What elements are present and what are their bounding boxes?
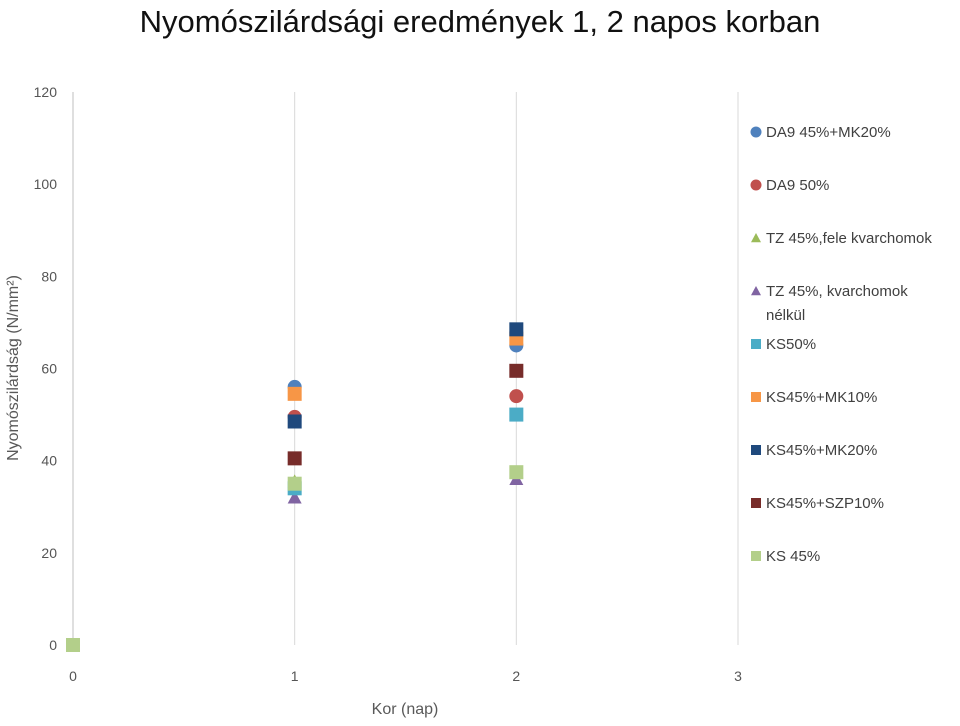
x-tick-label: 1 bbox=[291, 668, 299, 684]
legend-marker bbox=[751, 286, 761, 296]
legend-marker bbox=[751, 233, 761, 243]
legend-marker bbox=[750, 179, 762, 191]
legend-item: KS 45% bbox=[751, 548, 820, 565]
legend-item: KS45%+SZP10% bbox=[751, 495, 884, 512]
y-tick-label: 20 bbox=[41, 545, 57, 561]
legend-label: TZ 45%, kvarchomok nélkül bbox=[766, 283, 908, 324]
legend-item: TZ 45%,fele kvarchomok bbox=[751, 230, 932, 247]
x-tick-label: 2 bbox=[512, 668, 520, 684]
legend-label: KS50% bbox=[766, 336, 816, 353]
legend-marker bbox=[751, 339, 761, 349]
legend-item: DA9 50% bbox=[750, 177, 829, 194]
data-point bbox=[287, 386, 302, 401]
legend-label: KS45%+MK10% bbox=[766, 389, 877, 406]
y-axis-title: Nyomószilárdság (N/mm²) bbox=[5, 275, 22, 461]
legend-item: KS45%+MK10% bbox=[751, 389, 877, 406]
data-point bbox=[509, 363, 524, 378]
y-tick-label: 80 bbox=[41, 268, 57, 284]
legend-label: KS45%+SZP10% bbox=[766, 495, 884, 512]
legend-marker bbox=[750, 126, 762, 138]
legend-label: KS45%+MK20% bbox=[766, 442, 877, 459]
legend-marker bbox=[751, 392, 761, 402]
legend-label: DA9 50% bbox=[766, 177, 829, 194]
y-tick-label: 100 bbox=[34, 176, 58, 192]
legend-item: TZ 45%, kvarchomok nélkül bbox=[751, 283, 908, 324]
data-point bbox=[287, 490, 302, 504]
x-tick-label: 0 bbox=[69, 668, 77, 684]
tick-labels: 0 1 2 3 0 20 40 60 80 100 120 bbox=[34, 84, 742, 684]
legend-label: KS 45% bbox=[766, 548, 820, 565]
y-tick-label: 120 bbox=[34, 84, 58, 100]
data-point bbox=[509, 465, 524, 480]
data-point bbox=[66, 638, 80, 652]
data-point bbox=[509, 389, 524, 404]
y-tick-label: 60 bbox=[41, 361, 57, 377]
data-point bbox=[287, 414, 302, 429]
x-axis-title: Kor (nap) bbox=[372, 701, 439, 718]
legend-item: KS50% bbox=[751, 336, 816, 353]
y-tick-label: 0 bbox=[49, 637, 57, 653]
legend-marker bbox=[751, 551, 761, 561]
y-tick-label: 40 bbox=[41, 453, 57, 469]
chart-title: Nyomószilárdsági eredmények 1, 2 napos k… bbox=[139, 4, 821, 39]
data-point bbox=[287, 476, 302, 491]
legend-item: KS45%+MK20% bbox=[751, 442, 877, 459]
data-points bbox=[66, 322, 524, 652]
data-point bbox=[509, 407, 524, 422]
data-point bbox=[509, 322, 524, 337]
legend-item: DA9 45%+MK20% bbox=[750, 124, 891, 141]
legend-label: TZ 45%,fele kvarchomok bbox=[766, 230, 932, 247]
legend: DA9 45%+MK20% DA9 50% TZ 45%,fele kvarchom… bbox=[750, 124, 932, 565]
legend-marker bbox=[751, 445, 761, 455]
x-tick-label: 3 bbox=[734, 668, 742, 684]
legend-label: DA9 45%+MK20% bbox=[766, 124, 891, 141]
data-point bbox=[287, 451, 302, 466]
legend-marker bbox=[751, 498, 761, 508]
